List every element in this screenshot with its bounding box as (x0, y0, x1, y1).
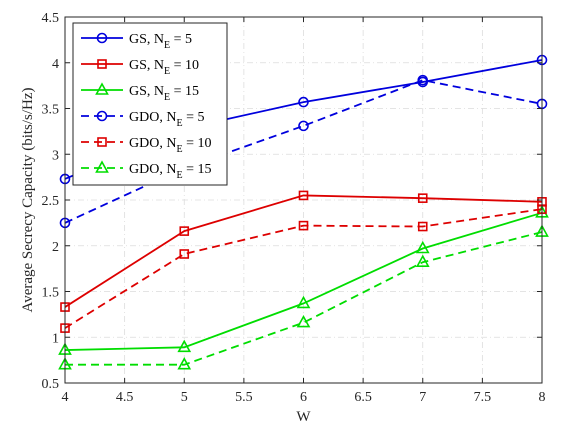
x-tick-label: 6 (300, 390, 307, 405)
legend-marker (95, 160, 109, 173)
legend-label-main: GS, N (129, 84, 164, 99)
data-point (177, 357, 192, 370)
data-point (415, 240, 430, 254)
legend-label: GDO, NE = 15 (129, 162, 211, 181)
legend-label-subscript: E (164, 66, 170, 77)
legend-label-subscript: E (164, 92, 170, 103)
legend-label: GS, NE = 5 (129, 32, 192, 51)
y-tick-label: 4.5 (42, 11, 60, 26)
legend-label-main: GDO, N (129, 162, 176, 177)
legend-marker (95, 82, 109, 95)
data-point (296, 314, 311, 328)
legend-label-subscript: E (176, 118, 182, 129)
x-tick-label: 6.5 (354, 390, 372, 405)
data-point (298, 120, 309, 132)
legend-marker (96, 110, 108, 122)
data-point (417, 193, 428, 203)
data-point (298, 96, 309, 108)
legend-box (72, 22, 228, 186)
data-point (296, 295, 311, 309)
series-line (64, 208, 543, 329)
legend-label: GS, NE = 15 (129, 84, 199, 103)
legend-label-main: GDO, N (129, 136, 176, 151)
data-point (179, 226, 190, 236)
data-point (298, 220, 309, 231)
legend-label-tail: = 5 (183, 110, 205, 125)
data-point (177, 339, 192, 353)
legend-label-subscript: E (164, 40, 170, 51)
x-tick-label: 7.5 (474, 390, 492, 405)
legend-label-tail: = 5 (170, 32, 192, 47)
legend-label-tail: = 10 (170, 58, 199, 73)
y-tick-label: 3 (52, 148, 59, 163)
x-tick-label: 4.5 (116, 390, 134, 405)
y-tick-label: 4 (52, 57, 59, 72)
y-tick-label: 2.5 (42, 194, 60, 209)
y-tick-label: 0.5 (42, 377, 60, 392)
data-point (415, 254, 430, 268)
legend-label-main: GS, N (129, 32, 164, 47)
y-tick-label: 3.5 (42, 103, 60, 118)
x-tick-label: 4 (62, 390, 69, 405)
legend-label-subscript: E (176, 170, 182, 181)
series-line (64, 211, 543, 351)
legend-label-tail: = 10 (183, 136, 212, 151)
legend-label-tail: = 15 (170, 84, 199, 99)
series-layer (58, 54, 549, 370)
y-tick-label: 2 (52, 240, 59, 255)
legend-marker (97, 59, 107, 69)
x-tick-label: 8 (539, 390, 546, 405)
x-tick-label: 5 (181, 390, 188, 405)
legend-label: GS, NE = 10 (129, 58, 199, 77)
legend-marker (96, 32, 108, 44)
data-point (417, 74, 429, 86)
y-tick-label: 1.5 (42, 286, 60, 301)
legend-label-main: GDO, N (129, 110, 176, 125)
series-line (65, 231, 543, 366)
y-axis-title: Average Secrecy Capacity (bits/s/Hz) (20, 87, 36, 312)
data-point (179, 249, 190, 259)
legend-label: GDO, NE = 10 (129, 136, 211, 155)
x-tick-label: 7 (419, 390, 426, 405)
legend-label-main: GS, N (129, 58, 164, 73)
legend-marker (97, 137, 107, 147)
legend-label: GDO, NE = 5 (129, 110, 204, 129)
legend-label-subscript: E (176, 144, 182, 155)
x-tick-label: 5.5 (235, 390, 253, 405)
axis-ticks: 4 4.5 5 5.5 6 6.5 7 7.5 8 0.5 1 1.5 2 2.5 3 3.5 4 4.5 (42, 11, 546, 405)
y-tick-label: 1 (52, 331, 59, 346)
data-point (417, 221, 428, 232)
data-point (298, 190, 309, 201)
x-axis-title: W (296, 409, 311, 425)
legend-label-tail: = 15 (183, 162, 212, 177)
series-line (64, 194, 543, 308)
